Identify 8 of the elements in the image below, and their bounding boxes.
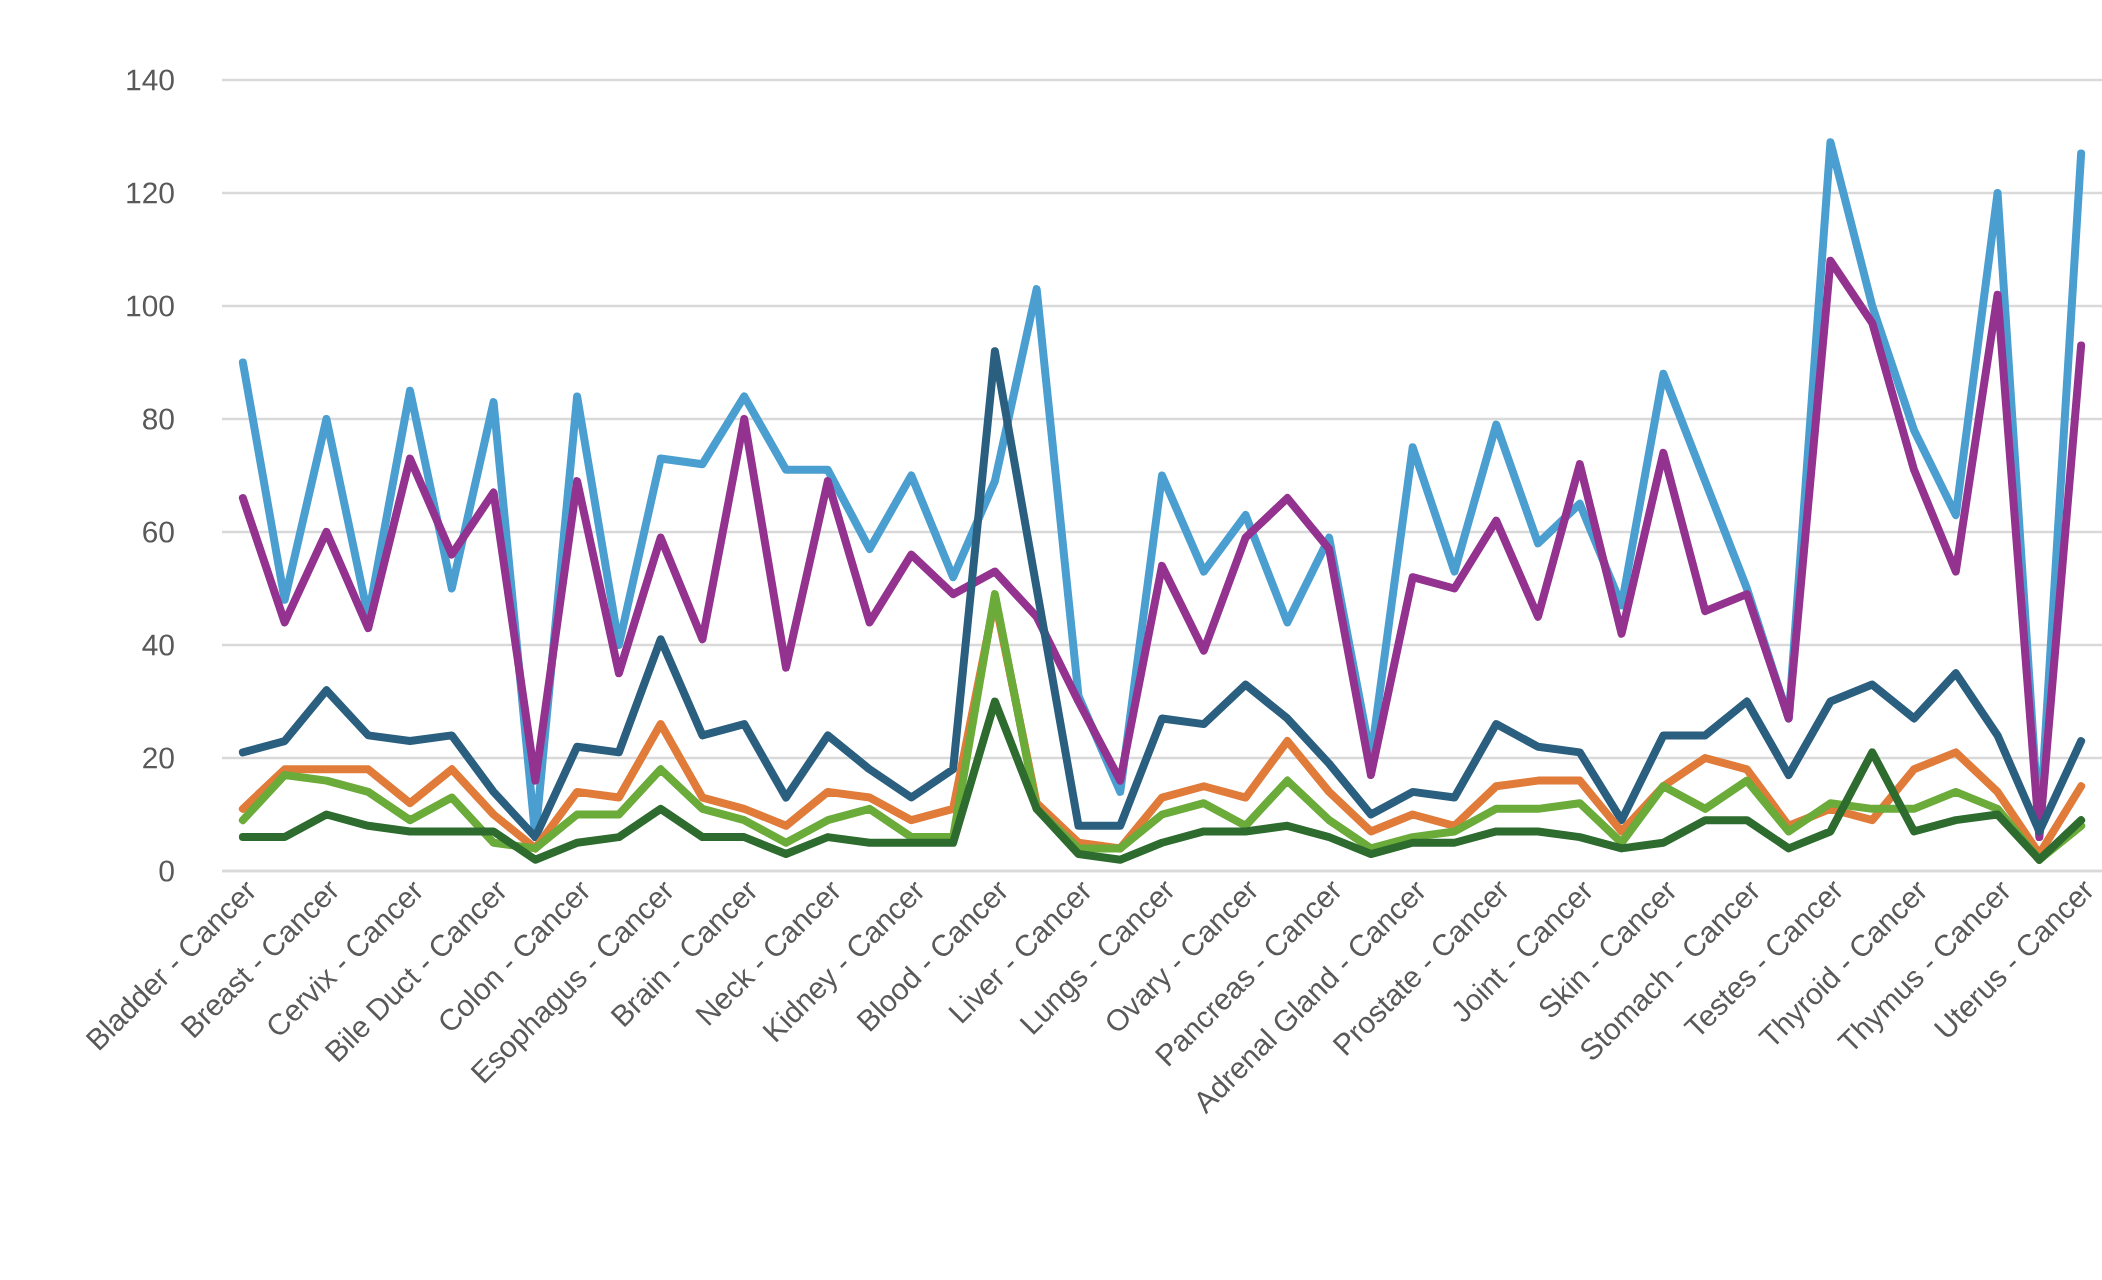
y-tick-label: 0 [159,860,174,882]
y-tick-label: 40 [142,634,174,656]
y-tick-label: 60 [143,521,174,543]
y-tick-label: 140 [127,69,174,91]
y-tick-label: 100 [127,295,174,317]
y-tick-label: 120 [127,182,174,204]
y-tick-label: 80 [143,408,174,430]
y-tick-label: 20 [143,747,174,769]
